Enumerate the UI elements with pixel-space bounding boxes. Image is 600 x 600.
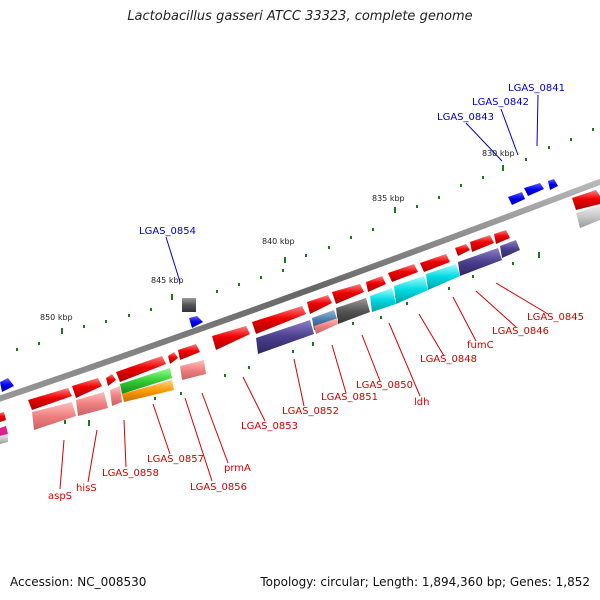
gene-label: hisS (76, 483, 97, 494)
cog-block (180, 360, 206, 380)
cog-block (336, 298, 370, 324)
scale-label: 840 kbp (262, 237, 295, 246)
gene-arrow (332, 284, 364, 304)
cog-block (500, 240, 520, 258)
forward-genes (0, 190, 600, 422)
gene-label: aspS (48, 491, 72, 502)
gene-labels-blue: LGAS_0841 LGAS_0842 LGAS_0843 LGAS_0854 (139, 83, 565, 237)
cog-block (0, 426, 8, 436)
cog-block (120, 368, 172, 394)
gene-arrow (508, 192, 525, 205)
cog-block (576, 205, 600, 228)
gene-label: prmA (224, 463, 251, 474)
cog-block (76, 392, 108, 416)
gene-arrow (168, 352, 178, 364)
gene-arrow (524, 183, 544, 196)
gene-label: LGAS_0853 (241, 421, 298, 432)
gene-arrow (72, 378, 102, 398)
scale-labels: 830 kbp 835 kbp 840 kbp 845 kbp 850 kbp (40, 149, 515, 322)
cog-block (256, 320, 314, 354)
cog-block (110, 386, 122, 406)
gene-label: LGAS_0852 (282, 406, 339, 417)
gene-label: LGAS_0856 (190, 482, 247, 493)
cog-blocks (0, 240, 520, 444)
scale-label: 830 kbp (482, 149, 515, 158)
gene-arrow (189, 316, 203, 328)
cog-block (182, 298, 196, 312)
scale-label: 845 kbp (151, 276, 184, 285)
cog-block (458, 248, 502, 276)
gene-label: LGAS_0842 (472, 97, 529, 108)
gene-label: LGAS_0850 (356, 380, 413, 391)
gene-label: LGAS_0858 (102, 468, 159, 479)
gene-label: LGAS_0854 (139, 226, 196, 237)
gene-arrow (388, 264, 418, 282)
cog-block (426, 264, 460, 290)
gene-label: fumC (467, 340, 494, 351)
gene-label: ldh (414, 397, 429, 408)
gene-arrow (0, 378, 14, 392)
gene-label: LGAS_0845 (527, 312, 584, 323)
gene-arrow (366, 276, 386, 292)
gene-arrow (548, 179, 558, 190)
gene-arrow (307, 295, 332, 314)
gene-label: LGAS_0843 (437, 112, 494, 123)
cog-block (370, 288, 396, 312)
scale-ticks (16, 128, 594, 351)
cog-block (122, 380, 174, 402)
scale-label: 850 kbp (40, 313, 73, 322)
map-title: Lactobacillus gasseri ATCC 33323, comple… (127, 9, 473, 24)
gene-arrow (494, 230, 510, 244)
cog-block (394, 276, 428, 304)
topology-text: Topology: circular; Length: 1,894,360 bp… (260, 575, 590, 589)
gene-label: LGAS_0851 (321, 392, 378, 403)
gene-label: LGAS_0848 (420, 354, 477, 365)
accession-text: Accession: NC_008530 (10, 575, 147, 589)
gene-arrow (420, 254, 450, 272)
gene-arrow (178, 344, 200, 360)
gene-arrow (572, 190, 600, 210)
reverse-genes (0, 179, 558, 392)
scale-label: 835 kbp (372, 194, 405, 203)
leader-lines (59, 94, 549, 490)
cog-block (314, 318, 338, 334)
gene-label: LGAS_0841 (508, 83, 565, 94)
gene-arrow (212, 326, 250, 350)
gene-arrow (455, 244, 470, 256)
gene-arrow (106, 374, 116, 386)
inner-ticks (64, 252, 540, 426)
gene-labels-red: LGAS_0845 LGAS_0846 fumC LGAS_0848 ldh L… (48, 312, 584, 502)
gene-arrow (252, 306, 306, 334)
gene-label: LGAS_0846 (492, 326, 549, 337)
gene-label: LGAS_0857 (147, 454, 204, 465)
gene-arrow (470, 235, 494, 252)
gene-arrow (28, 388, 72, 410)
cog-block (0, 434, 8, 444)
gene-arrow (116, 356, 166, 382)
gene-arrow (0, 412, 6, 422)
genome-backbone (0, 178, 600, 402)
cog-block (32, 402, 76, 430)
